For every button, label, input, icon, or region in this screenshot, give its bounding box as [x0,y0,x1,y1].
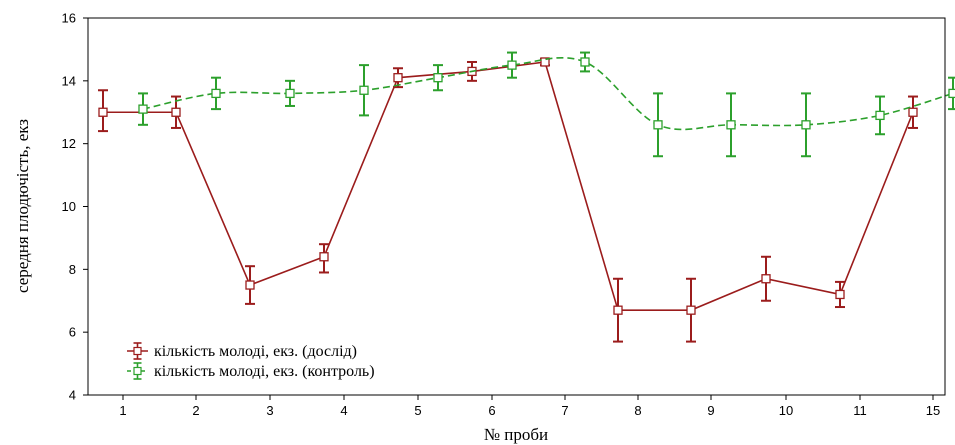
x-tick-label: 5 [414,403,421,418]
y-axis-label: середня плодючість, екз [13,119,32,293]
series-layer [98,51,955,343]
x-tick-label: 6 [488,403,495,418]
x-tick-label: 4 [340,403,347,418]
legend-label: кількість молоді, екз. (контроль) [154,363,375,380]
y-tick-label: 14 [62,73,76,88]
data-point [801,120,811,130]
data-point [908,107,918,117]
x-tick-label: 1 [119,403,126,418]
data-point [433,73,443,83]
data-point [835,289,845,300]
legend-marker [133,366,142,376]
x-tick-label: 9 [707,403,714,418]
data-point [726,120,736,130]
data-point [875,110,885,121]
data-point [98,107,108,117]
x-tick-label: 8 [634,403,641,418]
data-point [761,274,771,284]
y-tick-label: 10 [62,199,76,214]
data-point [580,57,590,67]
legend: кількість молоді, екз. (дослід) кількість… [127,342,375,380]
data-point [359,85,369,95]
legend-label: кількість молоді, екз. (дослід) [154,343,357,360]
y-tick-label: 6 [69,325,76,340]
y-tick-label: 12 [62,136,76,151]
y-tick-label: 8 [69,262,76,277]
data-point [653,120,663,130]
data-point [245,280,255,290]
data-point [540,57,550,67]
data-point [948,88,955,99]
data-point [211,88,221,99]
data-point [138,104,148,114]
data-point [686,305,696,315]
data-point [613,305,623,315]
data-point [393,73,403,83]
x-tick-label: 15 [926,403,940,418]
legend-marker [133,346,142,356]
x-axis-label: № проби [484,425,548,444]
y-tick-label: 4 [69,388,76,403]
x-tick-label: 7 [561,403,568,418]
y-tick-label: 16 [62,11,76,26]
x-tick-label: 3 [266,403,273,418]
data-point [319,252,329,262]
data-point [171,107,181,117]
data-point [507,60,517,70]
x-tick-label: 2 [192,403,199,418]
x-tick-label: 11 [853,403,867,418]
x-tick-label: 10 [779,403,793,418]
data-point [285,88,295,99]
